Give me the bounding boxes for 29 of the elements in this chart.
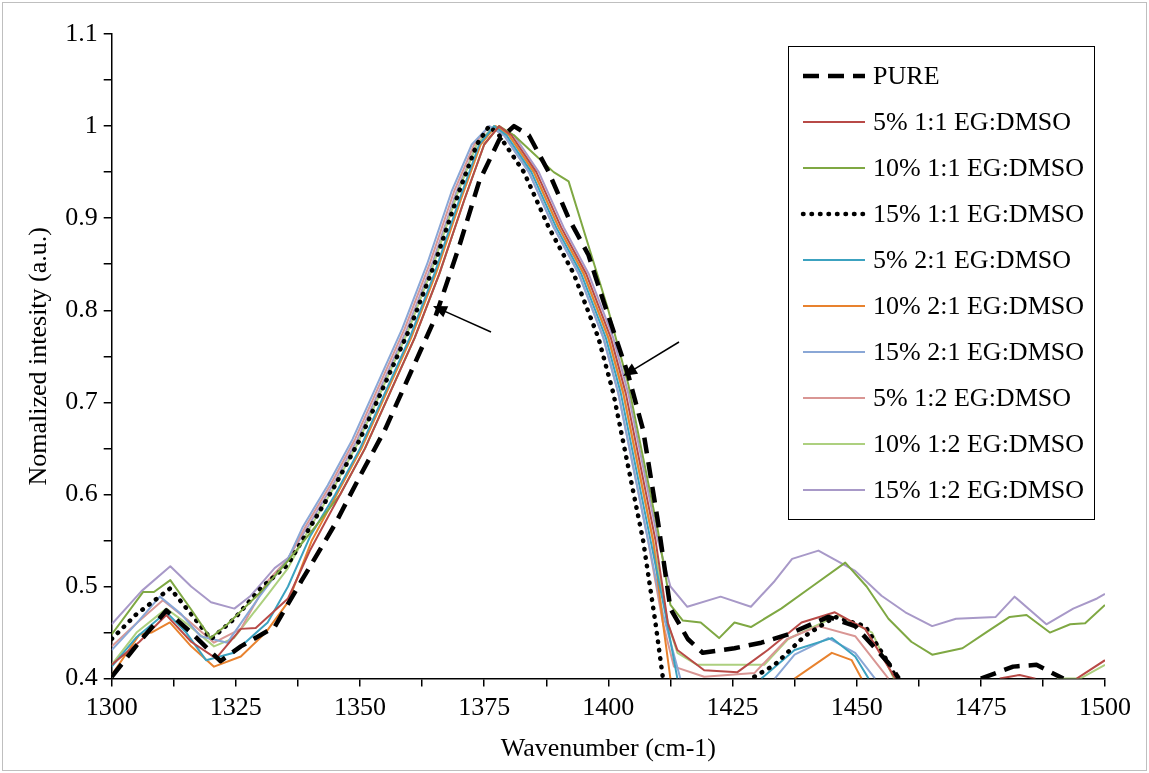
x-tick-label: 1350 [334,692,387,722]
y-tick-label: 0.6 [65,478,98,508]
x-tick-label: 1475 [954,692,1007,722]
legend-label: 10% 1:1 EG:DMSO [873,152,1084,184]
y-tick-label: 0.9 [65,202,98,231]
legend-label: 15% 1:2 EG:DMSO [873,474,1084,506]
legend-label: 15% 1:1 EG:DMSO [873,198,1084,230]
legend-label: 10% 2:1 EG:DMSO [873,290,1084,322]
x-tick-label: 1375 [458,692,511,722]
legend-label: 15% 2:1 EG:DMSO [873,336,1084,368]
legend-label: PURE [873,60,940,92]
x-tick-label: 1500 [1079,692,1131,722]
y-tick-label: 0.7 [65,386,98,416]
y-tick-label: 1 [84,109,98,139]
x-tick-label: 1300 [85,692,138,722]
x-tick-label: 1425 [706,692,759,722]
x-axis-title: Wavenumber (cm-1) [500,733,716,763]
y-tick-label: 1.1 [65,17,98,47]
x-tick-label: 1400 [582,692,635,722]
legend-label: 5% 1:2 EG:DMSO [873,382,1071,414]
y-tick-label: 0.8 [65,294,98,324]
legend-label: 10% 1:2 EG:DMSO [873,428,1084,460]
legend-label: 5% 1:1 EG:DMSO [873,106,1071,138]
legend-label: 5% 2:1 EG:DMSO [873,244,1071,276]
x-tick-label: 1325 [209,692,262,722]
y-tick-label: 0.5 [65,570,98,600]
y-axis-title: Nomalized intesity (a.u.) [23,227,53,486]
y-tick-label: 0.4 [65,662,98,692]
x-tick-label: 1450 [830,692,883,722]
